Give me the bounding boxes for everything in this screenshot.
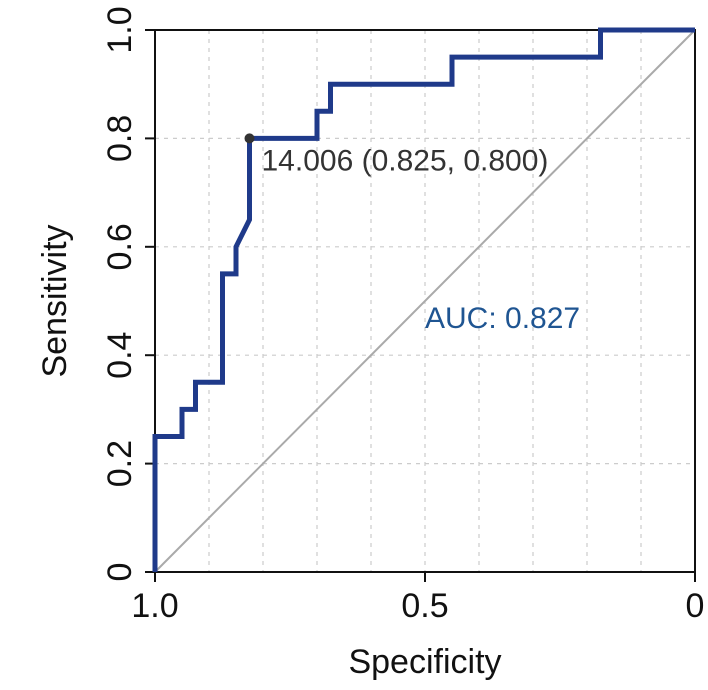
roc-curve (152, 27, 695, 572)
y-tick-label: 0.8 (101, 115, 139, 162)
x-tick-label: 0 (686, 587, 705, 625)
y-tick-label: 1.0 (101, 6, 139, 53)
y-tick-label: 0 (101, 563, 139, 582)
y-tick-label: 0.2 (101, 440, 139, 487)
y-axis-label: Sensitivity (36, 224, 74, 377)
y-axis-ticks: 0 0.2 0.4 0.6 0.8 1.0 (101, 6, 155, 581)
threshold-label: 14.006 (0.825, 0.800) (262, 144, 549, 177)
threshold-point (244, 133, 255, 144)
auc-label: AUC: 0.827 (425, 302, 580, 335)
x-tick-label: 1.0 (131, 587, 178, 625)
y-tick-label: 0.6 (101, 223, 139, 270)
x-axis-label: Specificity (348, 643, 501, 681)
y-tick-label: 0.4 (101, 332, 139, 379)
reference-diagonal (154, 29, 696, 573)
x-tick-label: 0.5 (401, 587, 448, 625)
x-axis-ticks: 1.0 0.5 0 (131, 572, 704, 625)
